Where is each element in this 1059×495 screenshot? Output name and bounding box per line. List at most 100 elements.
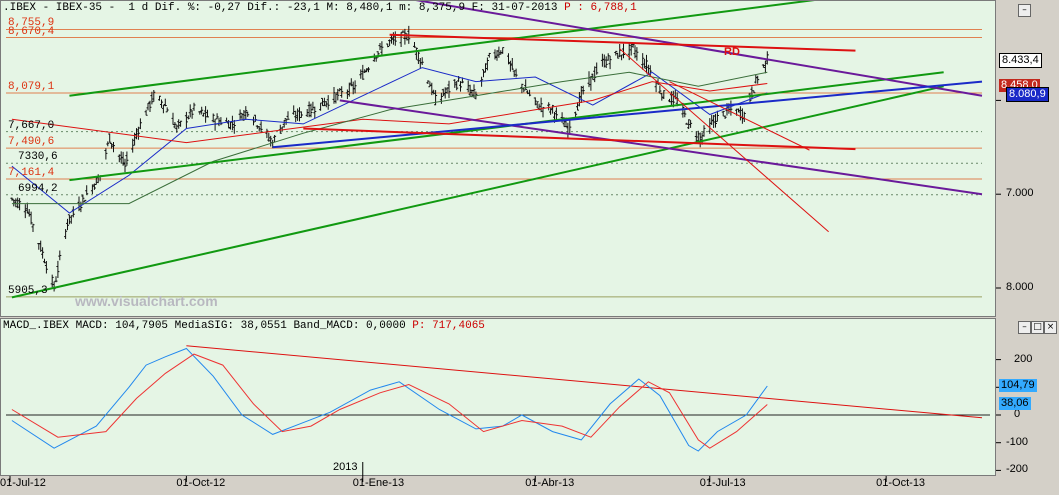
price-bar: [175, 124, 179, 133]
price-bar: [321, 97, 324, 107]
price-bar: [738, 106, 742, 121]
macd-chart-panel[interactable]: [0, 318, 996, 476]
price-bar: [432, 89, 436, 95]
price-bar: [14, 198, 18, 208]
price-bar: [658, 85, 662, 94]
price-bar: [468, 84, 472, 97]
price-bar: [39, 240, 43, 252]
trendlines: [11, 1, 983, 299]
price-bar: [179, 120, 183, 127]
level-label: 8,670,4: [8, 25, 55, 38]
price-bar: [309, 103, 313, 118]
price-chart-panel[interactable]: [0, 0, 996, 317]
price-bar: [326, 95, 330, 110]
price-bar: [273, 135, 277, 142]
price-bar: [635, 47, 639, 61]
price-bar: [278, 124, 282, 134]
watermark: www.visualchart.com: [75, 293, 218, 309]
price-bar: [484, 63, 487, 73]
price-bar: [213, 118, 217, 131]
price-bar: [123, 158, 127, 173]
price-bar: [646, 64, 650, 74]
price-bar: [723, 115, 727, 119]
price-bar: [54, 276, 58, 283]
price-bar: [112, 142, 115, 153]
price-bar: [298, 107, 301, 122]
x-tick-label: 01-Abr-13: [525, 477, 575, 489]
price-bar: [340, 86, 344, 98]
price-bar: [420, 57, 424, 65]
price-bar: [25, 202, 29, 214]
price-bar: [238, 109, 242, 121]
price-bar: [365, 68, 369, 73]
moving-average-line: [11, 67, 768, 214]
price-bar: [257, 126, 261, 132]
price-bar: [547, 102, 551, 111]
panel-close-icon[interactable]: –: [1018, 4, 1031, 17]
year-label: 2013: [333, 461, 358, 473]
macd-tag: 104,79: [999, 379, 1037, 392]
moving-average-line: [11, 81, 768, 144]
price-bar: [439, 92, 443, 104]
price-bar: [165, 107, 169, 113]
price-bar: [253, 114, 257, 122]
price-bar: [16, 197, 20, 209]
price-bar: [299, 111, 303, 118]
price-bar: [294, 110, 298, 123]
price-bar: [372, 53, 376, 62]
price-bar: [510, 58, 514, 70]
price-bar: [441, 88, 445, 97]
price-bar: [393, 31, 397, 46]
x-tick-label: 01-Oct-12: [176, 477, 226, 489]
price-bar: [401, 30, 405, 33]
macd-minimize-icon[interactable]: –: [1018, 321, 1031, 334]
price-bar: [595, 62, 599, 75]
macd-close-icon[interactable]: ×: [1044, 321, 1057, 334]
price-bar: [574, 111, 578, 118]
price-bar: [161, 104, 165, 114]
price-bar: [447, 80, 451, 99]
price-bar: [131, 138, 135, 153]
macd-restore-icon[interactable]: □: [1031, 321, 1044, 334]
price-bar: [246, 111, 250, 117]
x-tick-label: 01-Oct-13: [876, 477, 926, 489]
level-label: 7,161,4: [8, 167, 55, 180]
ohlc-bars: [10, 25, 769, 292]
price-bar: [577, 92, 581, 107]
price-bar: [551, 104, 555, 114]
price-bar: [388, 39, 392, 46]
price-bar: [324, 101, 328, 108]
macd-trendline: [186, 345, 983, 419]
price-bar: [428, 81, 432, 88]
price-bar: [694, 131, 698, 144]
price-bar: [602, 54, 606, 68]
price-bar: [729, 100, 733, 116]
price-bar: [332, 87, 336, 104]
price-bar: [662, 90, 666, 99]
price-bar: [495, 50, 499, 61]
price-bar: [121, 151, 125, 166]
price-bar: [148, 100, 152, 112]
price-bar: [512, 70, 516, 77]
price-bar: [27, 209, 31, 217]
price-bar: [125, 151, 129, 166]
price-bar: [347, 82, 351, 97]
price-bar: [430, 82, 434, 96]
price-bar: [507, 53, 510, 65]
price-bar: [305, 109, 309, 117]
price-bar: [204, 106, 208, 123]
price-bar: [380, 41, 384, 56]
price-bar: [418, 58, 422, 69]
moving-averages: [11, 67, 768, 214]
price-bar: [445, 87, 449, 94]
price-bar: [549, 108, 553, 115]
price-bar: [721, 110, 725, 117]
price-bar: [219, 117, 223, 126]
macd-line: [11, 347, 768, 452]
price-bar: [286, 111, 290, 120]
price-bar: [514, 68, 518, 78]
price-bar: [554, 107, 558, 121]
price-bar: [85, 185, 89, 195]
price-bar: [645, 54, 648, 74]
